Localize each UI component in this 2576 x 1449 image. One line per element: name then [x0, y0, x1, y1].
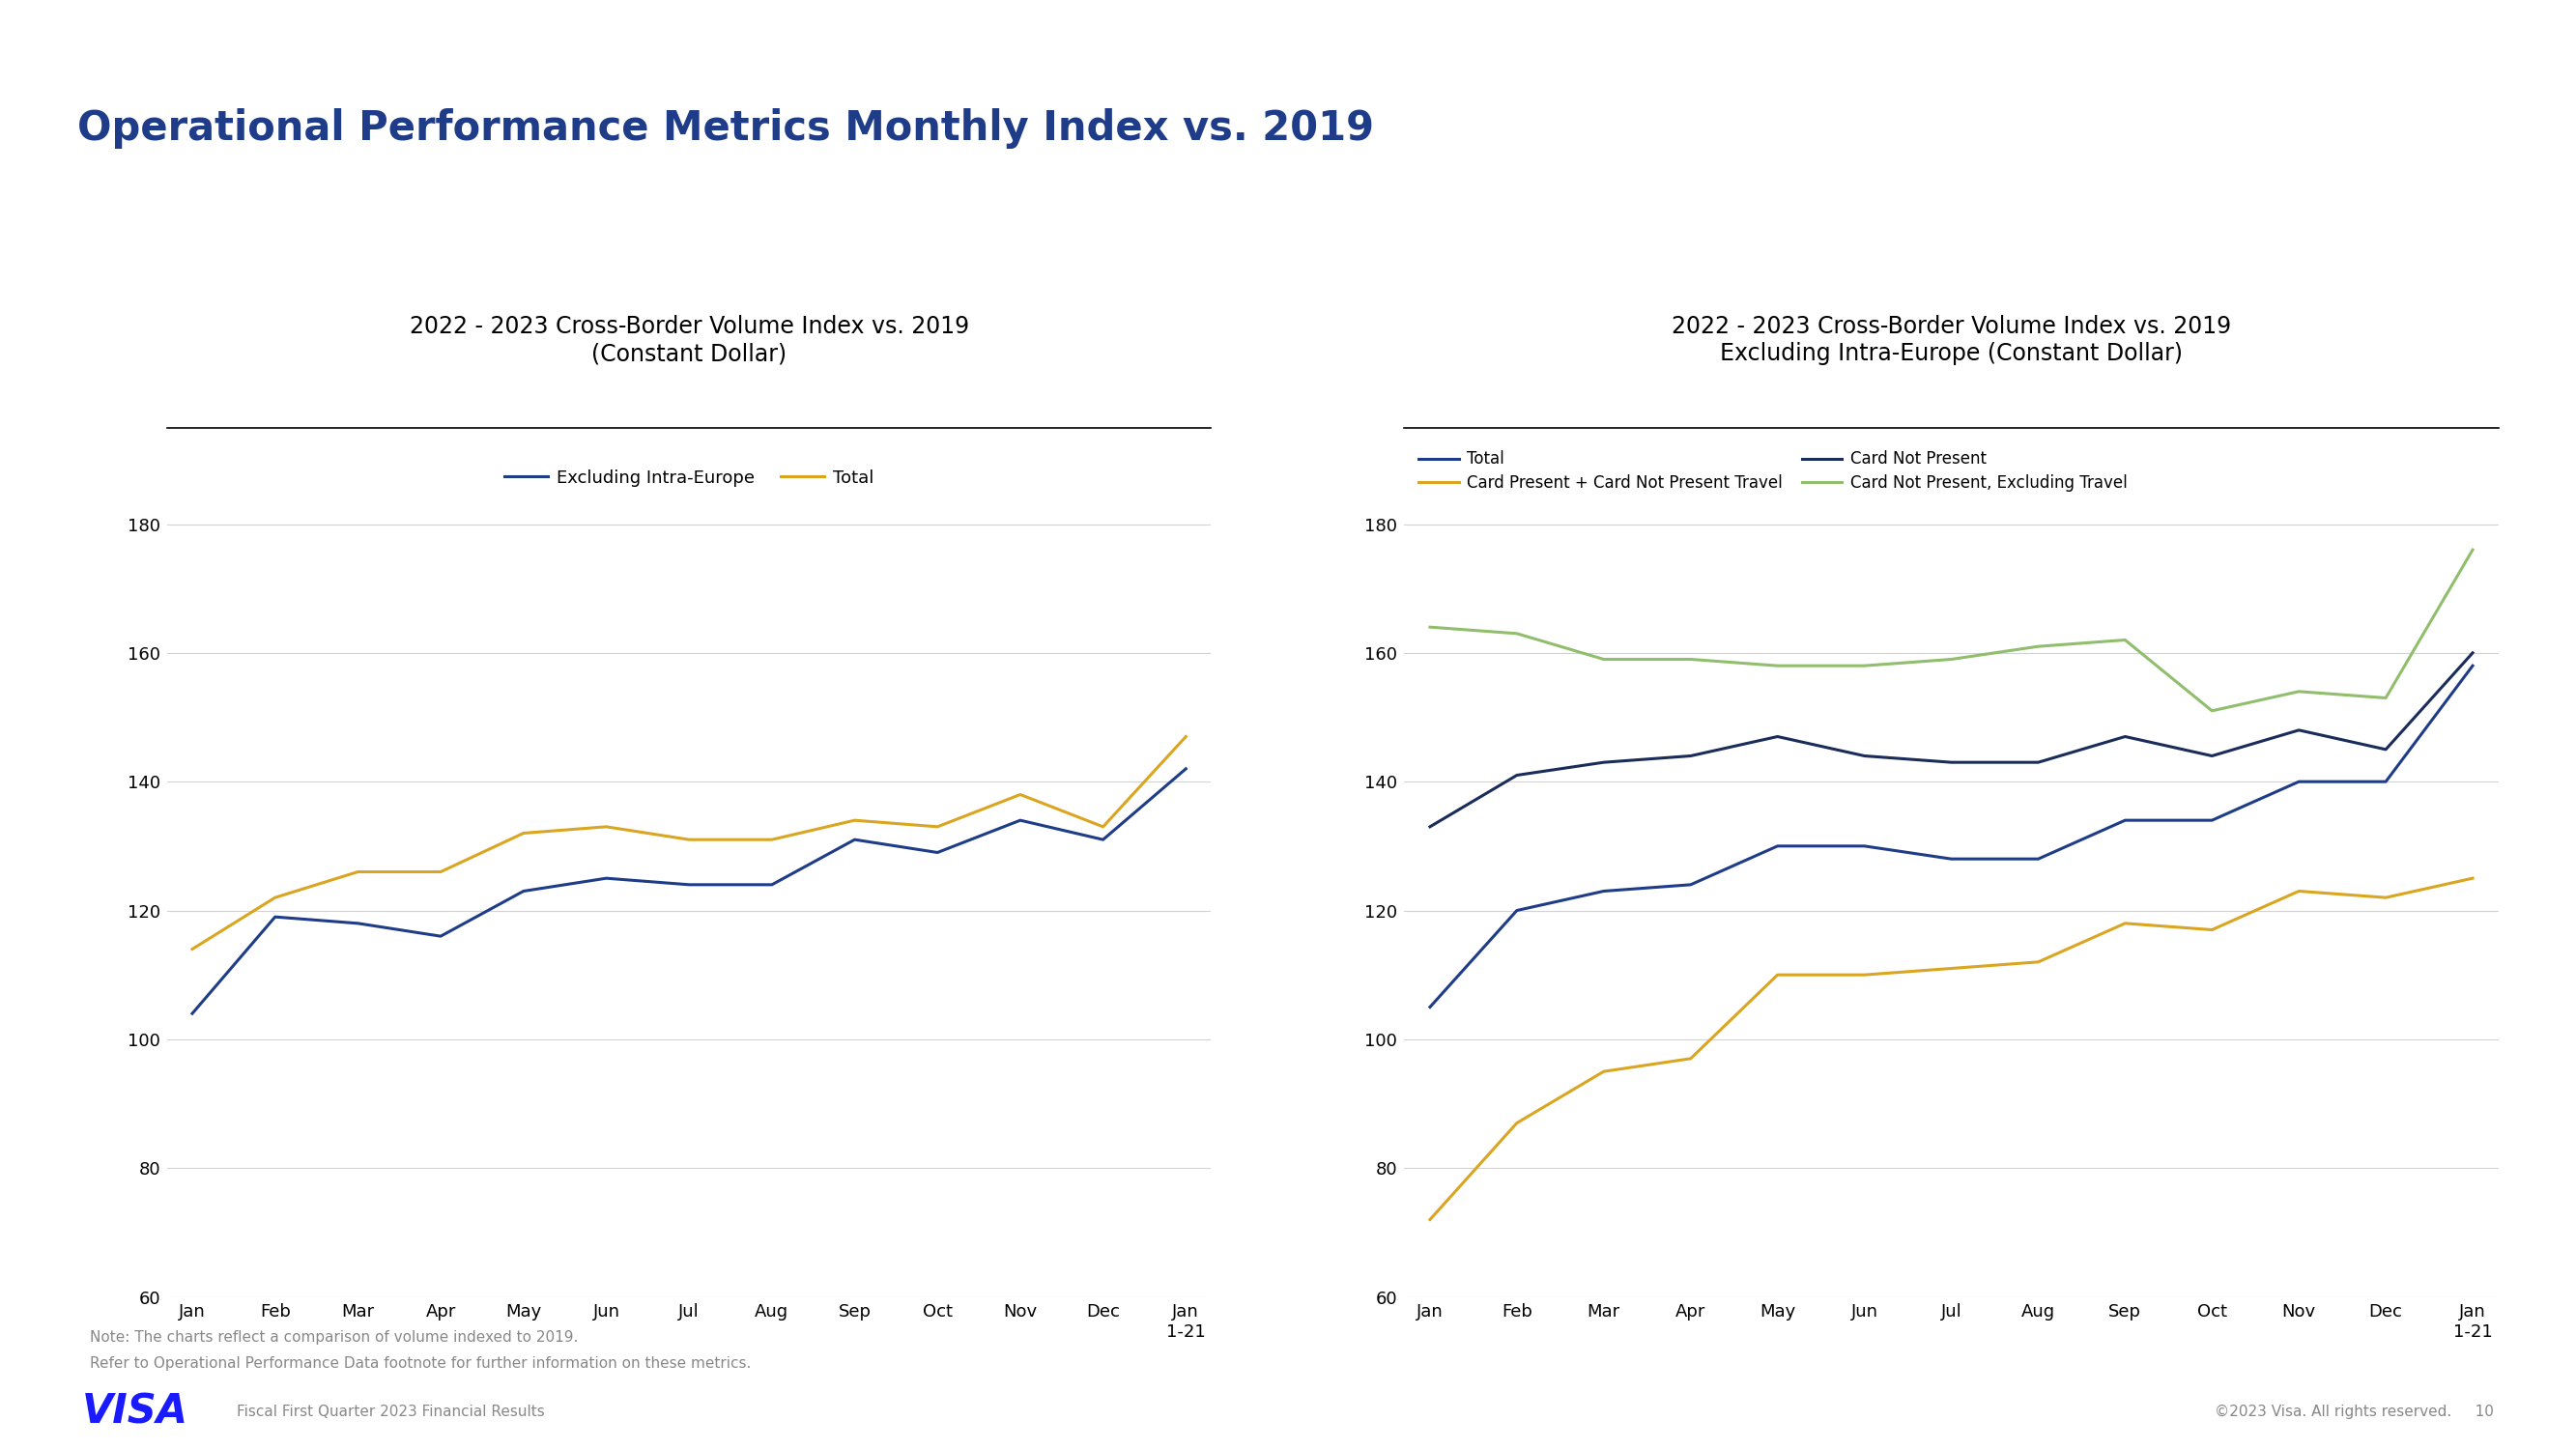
- Title: 2022 - 2023 Cross-Border Volume Index vs. 2019
Excluding Intra-Europe (Constant : 2022 - 2023 Cross-Border Volume Index vs…: [1672, 316, 2231, 365]
- Title: 2022 - 2023 Cross-Border Volume Index vs. 2019
(Constant Dollar): 2022 - 2023 Cross-Border Volume Index vs…: [410, 316, 969, 365]
- Legend: Excluding Intra-Europe, Total: Excluding Intra-Europe, Total: [497, 462, 881, 494]
- Text: Refer to Operational Performance Data footnote for further information on these : Refer to Operational Performance Data fo…: [90, 1356, 752, 1371]
- Text: Fiscal First Quarter 2023 Financial Results: Fiscal First Quarter 2023 Financial Resu…: [237, 1404, 546, 1419]
- Text: VISA: VISA: [82, 1391, 188, 1432]
- Text: ©2023 Visa. All rights reserved.     10: ©2023 Visa. All rights reserved. 10: [2215, 1404, 2494, 1419]
- Text: Note: The charts reflect a comparison of volume indexed to 2019.: Note: The charts reflect a comparison of…: [90, 1330, 580, 1345]
- Text: Operational Performance Metrics Monthly Index vs. 2019: Operational Performance Metrics Monthly …: [77, 109, 1373, 149]
- Legend: Total, Card Present + Card Not Present Travel, Card Not Present, Card Not Presen: Total, Card Present + Card Not Present T…: [1412, 445, 2133, 498]
